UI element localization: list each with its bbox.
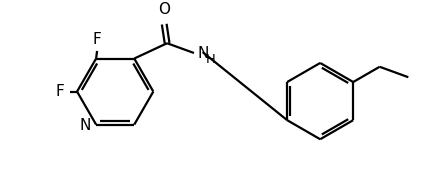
Text: F: F (93, 32, 101, 47)
Text: O: O (158, 1, 170, 16)
Text: N: N (79, 118, 90, 133)
Text: H: H (206, 53, 215, 66)
Text: F: F (56, 84, 65, 99)
Text: N: N (198, 46, 209, 60)
